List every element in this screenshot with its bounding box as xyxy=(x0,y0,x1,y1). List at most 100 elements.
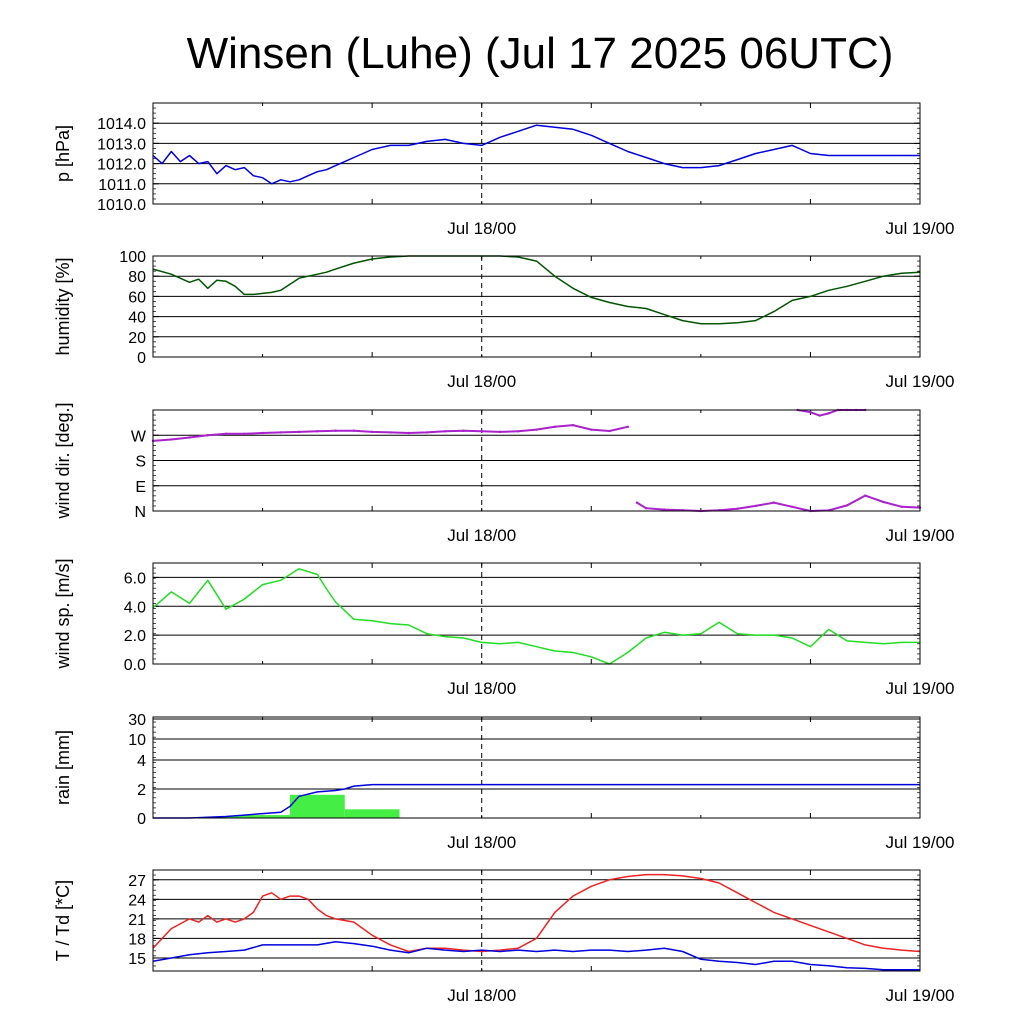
data-point xyxy=(243,432,246,436)
data-point xyxy=(809,411,812,414)
y-tick-label: 20 xyxy=(128,330,146,347)
data-point xyxy=(316,430,319,433)
y-tick-label: N xyxy=(134,504,146,521)
y-tick-label: 21 xyxy=(128,912,146,929)
data-point xyxy=(663,508,666,511)
y-tick-label: E xyxy=(135,479,146,496)
series-line xyxy=(152,873,921,953)
series-line xyxy=(153,783,920,819)
data-point xyxy=(644,506,648,510)
data-point xyxy=(626,425,630,429)
y-tick-label: 27 xyxy=(128,873,146,890)
x-tick-label: Jul 19/00 xyxy=(886,526,955,545)
data-point xyxy=(224,432,228,436)
panel-frame xyxy=(152,255,921,358)
series-line xyxy=(797,409,866,417)
y-tick-label: S xyxy=(135,454,146,471)
data-point xyxy=(608,429,611,433)
data-point xyxy=(352,429,356,432)
data-point xyxy=(334,429,337,432)
series-line xyxy=(636,494,921,513)
x-tick-label: Jul 19/00 xyxy=(886,986,955,1005)
data-point xyxy=(425,431,429,434)
x-tick-label: Jul 18/00 xyxy=(447,833,516,852)
y-tick-label: W xyxy=(131,428,147,445)
x-tick-label: Jul 18/00 xyxy=(447,219,516,238)
data-point xyxy=(370,430,374,434)
y-tick-label: 10 xyxy=(128,732,146,749)
wind-direction-trace xyxy=(635,494,922,513)
x-tick-label: Jul 19/00 xyxy=(886,219,955,238)
y-axis-label: humidity [%] xyxy=(53,257,73,355)
y-tick-label: 4 xyxy=(137,753,146,770)
data-point xyxy=(535,428,538,431)
data-point xyxy=(571,423,575,427)
y-tick-label: 100 xyxy=(119,249,146,266)
y-axis-label: T / Td [*C] xyxy=(53,880,73,961)
y-tick-label: 1011.0 xyxy=(98,177,146,194)
data-point xyxy=(772,501,776,504)
y-tick-label: 2.0 xyxy=(124,628,146,645)
y-tick-label: 2 xyxy=(137,782,146,799)
data-point xyxy=(498,430,502,434)
series-line xyxy=(152,940,920,971)
data-point xyxy=(754,504,757,508)
data-point xyxy=(297,430,301,434)
data-point xyxy=(389,431,392,434)
rain-bar xyxy=(235,815,290,818)
panel-frame xyxy=(152,102,921,205)
chart-title: Winsen (Luhe) (Jul 17 2025 06UTC) xyxy=(187,29,894,78)
data-point xyxy=(818,414,821,417)
y-tick-label: 40 xyxy=(128,310,146,327)
y-axis-label: rain [mm] xyxy=(53,730,73,805)
y-axis-label: wind dir. [deg.] xyxy=(53,402,73,519)
data-point xyxy=(261,431,264,435)
y-tick-label: 0.0 xyxy=(124,657,146,674)
panel-rain: 0 2 4 10 30 rain [mm] Jul 18/00 Jul 19/00 xyxy=(53,712,955,852)
data-point xyxy=(206,434,209,437)
y-tick-label: 6.0 xyxy=(124,570,146,587)
data-point xyxy=(845,504,849,507)
y-tick-label: 4.0 xyxy=(124,599,146,616)
data-point xyxy=(553,425,556,429)
y-tick-label: 15 xyxy=(128,951,146,968)
panel-frame xyxy=(152,716,921,819)
y-axis-label: wind sp. [m/s] xyxy=(53,558,73,669)
x-tick-label: Jul 18/00 xyxy=(447,679,516,698)
panel-temperature: 15 18 21 24 27 T / Td [*C] Jul 18/00 Jul 19/00 xyxy=(53,869,955,1005)
y-tick-label: 1010.0 xyxy=(97,197,146,214)
series-line xyxy=(152,568,920,665)
panel-frame xyxy=(152,562,921,665)
rain-bar xyxy=(289,794,345,818)
wind-direction-trace xyxy=(151,423,630,443)
y-tick-label: 1014.0 xyxy=(97,116,146,133)
panel-frame xyxy=(152,409,921,512)
series-line xyxy=(152,124,920,185)
data-point xyxy=(407,431,410,435)
panel-pressure: 1010.0 1011.0 1012.0 1013.0 1014.0 p [hPa] Jul… xyxy=(53,102,955,238)
data-point xyxy=(827,412,830,415)
y-tick-label: 24 xyxy=(128,892,146,909)
panels: 1010.0 1011.0 1012.0 1013.0 1014.0 p [hPa] Jul… xyxy=(53,102,955,1005)
panel-wind-speed: 0.0 2.0 4.0 6.0 wind sp. [m/s] Jul 18/00 Jul 1… xyxy=(53,558,955,698)
data-point xyxy=(590,428,593,431)
x-tick-label: Jul 18/00 xyxy=(447,372,516,391)
series-line xyxy=(152,255,921,325)
data-point xyxy=(900,505,903,508)
y-tick-label: 1013.0 xyxy=(97,136,146,153)
y-tick-label: 18 xyxy=(128,931,146,948)
data-point xyxy=(864,494,867,497)
data-point xyxy=(188,436,191,439)
x-tick-label: Jul 18/00 xyxy=(447,526,516,545)
x-tick-label: Jul 18/00 xyxy=(447,986,516,1005)
x-tick-label: Jul 19/00 xyxy=(886,833,955,852)
rain-bar xyxy=(344,809,400,818)
data-point xyxy=(462,429,465,432)
y-tick-label: 30 xyxy=(128,712,146,729)
y-tick-label: 80 xyxy=(128,269,146,286)
y-tick-label: 0 xyxy=(137,350,146,367)
data-point xyxy=(279,431,283,434)
panel-humidity: 0 20 40 60 80 100 humidity [%] Jul 18/00 Jul 19/… xyxy=(53,249,955,391)
